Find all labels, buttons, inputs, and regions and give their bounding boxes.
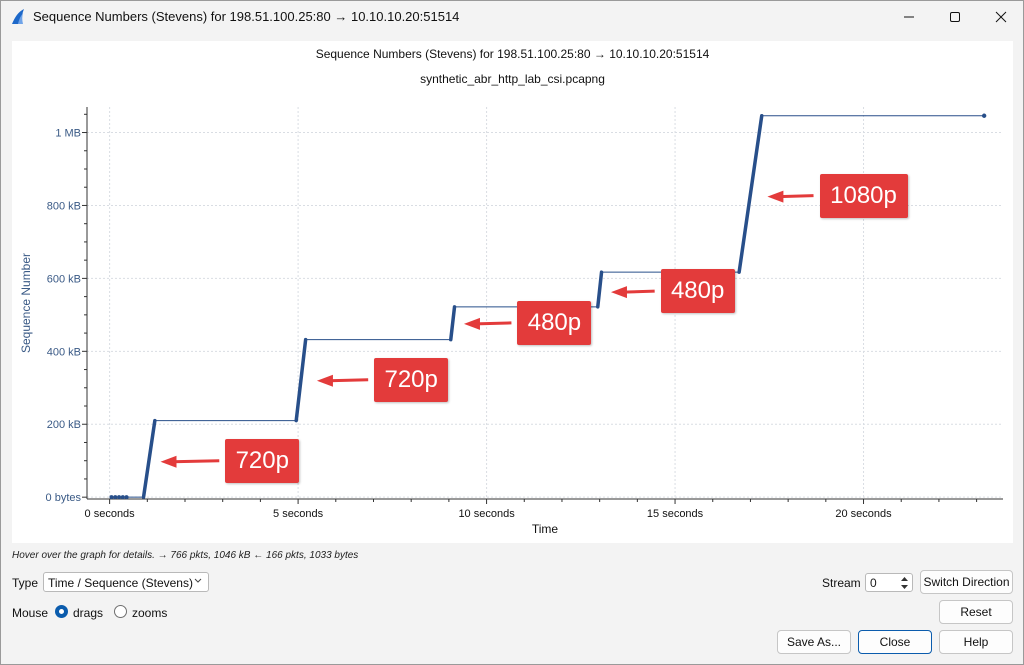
reset-button[interactable]: Reset xyxy=(939,600,1013,624)
segment-burst xyxy=(737,114,764,274)
hover-hint: Hover over the graph for details. → 766 … xyxy=(12,550,359,561)
maximize-button[interactable] xyxy=(932,1,978,33)
mouse-zooms-label[interactable]: zooms xyxy=(132,606,168,620)
maximize-icon xyxy=(950,12,960,22)
x-tick-label: 0 seconds xyxy=(85,508,136,520)
segment-burst xyxy=(141,418,157,499)
y-tick-label: 1 MB xyxy=(55,128,81,140)
save-as-button[interactable]: Save As... xyxy=(777,630,851,654)
mouse-drags-label[interactable]: drags xyxy=(73,606,104,620)
minimize-button[interactable] xyxy=(886,1,932,33)
final-point xyxy=(981,113,987,118)
segment-burst xyxy=(449,305,457,342)
x-tick-label: 10 seconds xyxy=(458,508,515,520)
close-window-button[interactable] xyxy=(978,1,1024,33)
mouse-drags-radio[interactable] xyxy=(55,605,68,618)
x-axis-label: Time xyxy=(532,522,559,536)
graph-plot-area[interactable]: Sequence Numbers (Stevens) for 198.51.10… xyxy=(12,41,1013,543)
annotation-label: 480p xyxy=(517,300,592,345)
annotation-arrow-head xyxy=(767,190,784,203)
annotation-arrow-shaft xyxy=(622,289,655,294)
annotation-label: 480p xyxy=(660,269,735,314)
annotation-arrow-head xyxy=(160,455,177,468)
chevron-down-icon xyxy=(194,578,202,583)
stream-label: Stream xyxy=(822,576,861,590)
handshake-point xyxy=(117,495,122,500)
plot-subtitle: synthetic_abr_http_lab_csi.pcapng xyxy=(420,72,605,86)
annotation-arrow-shaft xyxy=(475,321,512,326)
handshake-point xyxy=(109,495,114,500)
segment-burst xyxy=(294,337,308,423)
mouse-label: Mouse xyxy=(12,606,49,620)
wireshark-fin-icon xyxy=(12,9,24,24)
annotation-label: 720p xyxy=(225,438,300,483)
switch-direction-button[interactable]: Switch Direction xyxy=(920,570,1013,594)
y-tick-label: 800 kB xyxy=(47,200,81,212)
stream-spinbox[interactable]: 0 xyxy=(865,573,913,592)
y-tick-label: 200 kB xyxy=(47,419,81,431)
graph-type-select[interactable]: Time / Sequence (Stevens) xyxy=(43,572,209,592)
help-button[interactable]: Help xyxy=(939,630,1013,654)
stream-value: 0 xyxy=(870,576,877,590)
type-label: Type xyxy=(12,576,39,590)
plot-title: Sequence Numbers (Stevens) for 198.51.10… xyxy=(315,47,710,61)
annotation-label: 720p xyxy=(374,357,449,402)
x-tick-label: 20 seconds xyxy=(835,508,892,520)
y-axis-label: Sequence Number xyxy=(19,253,33,353)
x-tick-label: 5 seconds xyxy=(273,508,324,520)
annotation-arrow-head xyxy=(316,374,333,387)
y-tick-label: 400 kB xyxy=(47,346,81,358)
segment-burst xyxy=(596,270,604,309)
sequence-chart[interactable]: 0 seconds 5 seconds 10 seconds 15 seconds 20… xyxy=(12,41,1013,543)
graph-type-value: Time / Sequence (Stevens) xyxy=(48,576,193,590)
handshake-point xyxy=(113,495,118,500)
x-tick-label: 15 seconds xyxy=(647,508,704,520)
mouse-zooms-radio[interactable] xyxy=(114,605,127,618)
close-icon xyxy=(995,11,1007,23)
minimize-icon xyxy=(904,16,914,18)
window-title: Sequence Numbers (Stevens) for 198.51.10… xyxy=(33,9,460,24)
annotation-arrow-shaft xyxy=(779,194,814,199)
handshake-point xyxy=(120,495,125,500)
annotation-label: 1080p xyxy=(819,173,908,218)
y-tick-label: 600 kB xyxy=(47,273,81,285)
annotation-arrow-shaft xyxy=(172,459,220,464)
annotation-arrow-shaft xyxy=(328,378,369,383)
close-button[interactable]: Close xyxy=(858,630,932,654)
annotation-arrow-head xyxy=(610,286,627,299)
spin-arrows-icon[interactable] xyxy=(900,575,909,591)
title-bar[interactable]: Sequence Numbers (Stevens) for 198.51.10… xyxy=(1,1,1023,33)
y-tick-label: 0 bytes xyxy=(46,492,82,504)
annotation-arrow-head xyxy=(463,317,480,330)
